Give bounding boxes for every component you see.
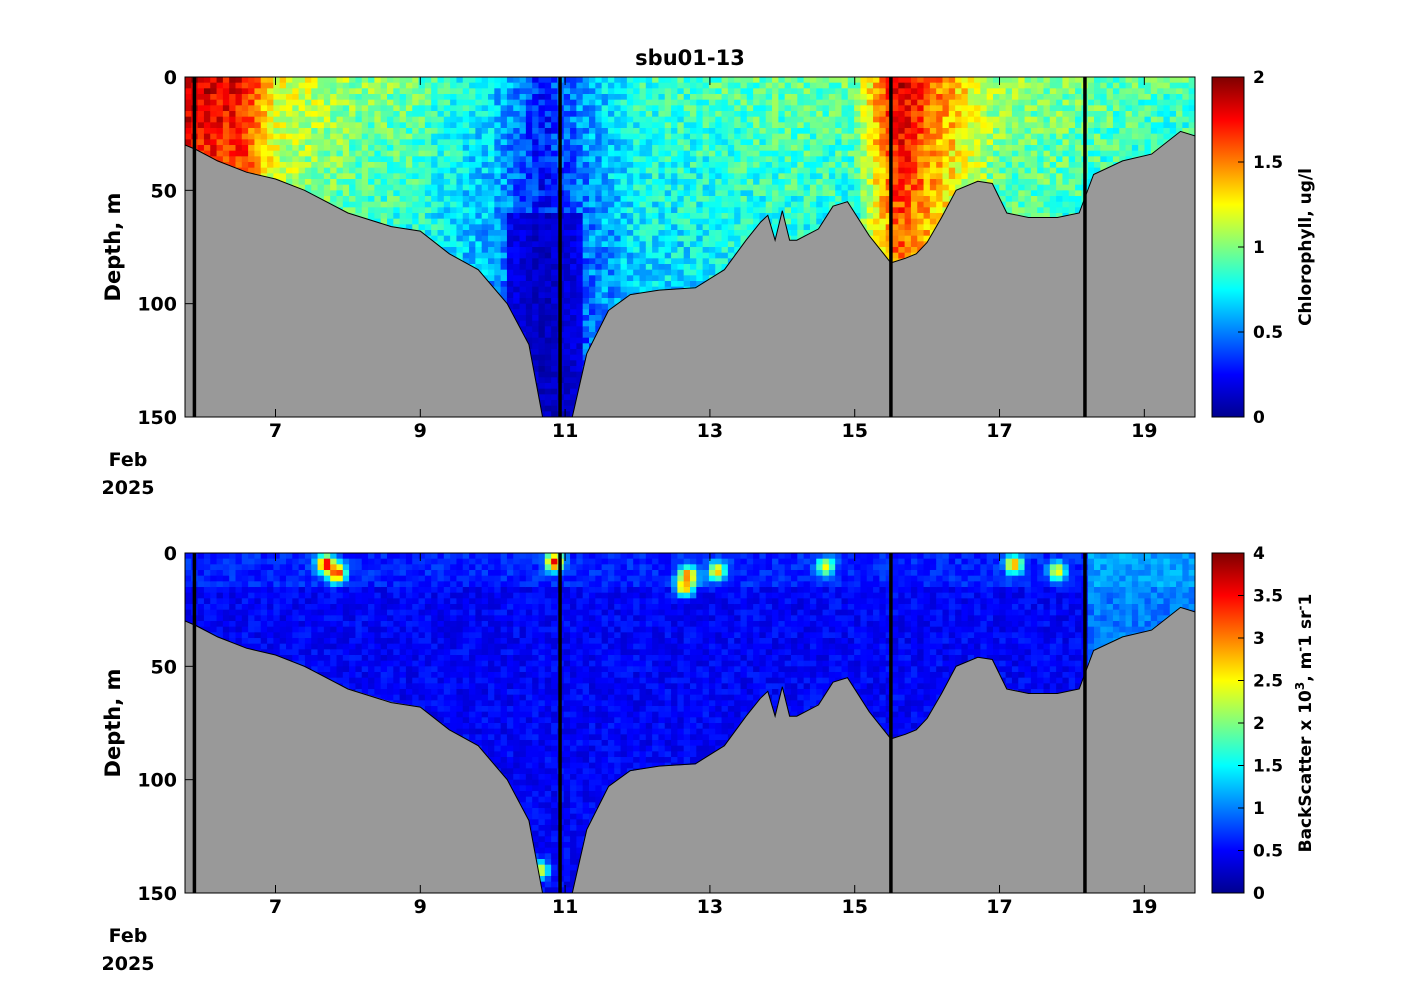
x-tick-label: 11 [552,896,578,918]
x-tick-label: 19 [1131,896,1157,918]
colorbar-tick-label: 2 [1253,68,1265,88]
x-date-label: Feb [109,449,148,471]
y-tick-label: 0 [164,67,177,89]
colorbar-tick-label: 1.5 [1253,153,1283,173]
seafloor [185,607,1195,893]
plot-area [185,77,1195,417]
y-tick-label: 100 [137,294,177,316]
x-tick-label: 19 [1131,420,1157,442]
seafloor-line [185,606,1195,893]
colorbar-label: Chlorophyll, ug/l [1296,168,1316,326]
x-tick-label: 11 [552,420,578,442]
colorbar-tick-label: 1.5 [1253,757,1283,777]
seafloor-line [185,130,1195,417]
y-tick-label: 150 [137,407,177,429]
x-date-label: 2025 [102,953,155,975]
x-tick-label: 13 [697,420,723,442]
x-tick-label: 15 [841,420,867,442]
colorbar-tick-label: 3.5 [1253,587,1283,607]
x-tick-label: 15 [841,896,867,918]
colorbar-tick-label: 3 [1253,629,1265,649]
y-axis-label: Depth, m [101,669,125,778]
seafloor [185,131,1195,417]
plot-frame [184,76,1196,418]
colorbar-tick-label: 1 [1253,238,1265,258]
colorbar-tick-label: 0 [1253,884,1265,904]
x-date-label: 2025 [102,477,155,499]
x-tick-label: 7 [269,420,282,442]
colorbar-tick-label: 0 [1253,408,1265,428]
y-tick-label: 50 [151,180,177,202]
x-tick-label: 7 [269,896,282,918]
colorbar-tick-label: 2.5 [1253,672,1283,692]
x-tick-label: 13 [697,896,723,918]
colorbar-tick-label: 0.5 [1253,323,1283,343]
x-tick-label: 17 [986,896,1012,918]
plot-area [185,553,1195,893]
colorbar-tick-label: 4 [1253,544,1265,564]
x-tick-label: 9 [414,896,427,918]
x-date-label: Feb [109,925,148,947]
figure-title: sbu01-13 [635,46,745,70]
y-axis-label: Depth, m [101,193,125,302]
colorbar-label: BackScatter x 103, m-1 sr-1 [1293,594,1316,853]
colorbar-tick-label: 2 [1253,714,1265,734]
chlorophyll-panel: 7 9 11 13 15 17 19 Feb 2025 0 50 100 150 Depth, m 0 0.5… [101,67,1316,499]
y-tick-label: 150 [137,883,177,905]
plot-frame [184,552,1196,894]
y-tick-label: 0 [164,543,177,565]
x-tick-label: 9 [414,420,427,442]
x-tick-label: 17 [986,420,1012,442]
y-tick-label: 100 [137,770,177,792]
colorbar-tick-label: 1 [1253,799,1265,819]
colorbar-tick-label: 0.5 [1253,842,1283,862]
y-tick-label: 50 [151,656,177,678]
